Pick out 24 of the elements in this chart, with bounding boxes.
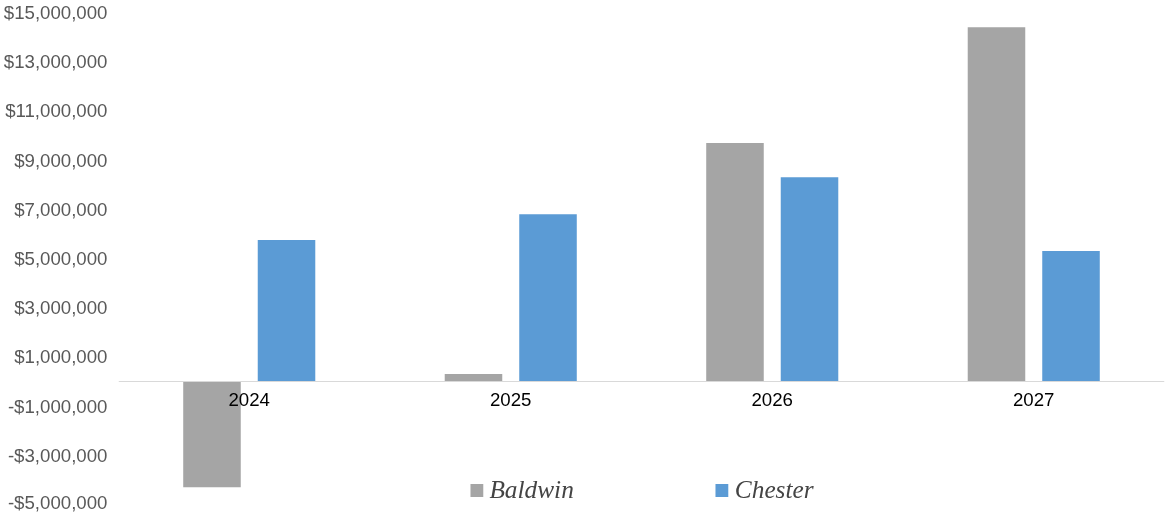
x-tick-label: 2026 xyxy=(751,388,794,410)
y-tick-label: $3,000,000 xyxy=(14,297,108,319)
y-tick-label: $15,000,000 xyxy=(3,2,108,23)
bar xyxy=(257,240,316,382)
y-tick-label: -$1,000,000 xyxy=(7,395,108,417)
y-tick-label: $7,000,000 xyxy=(14,198,108,220)
bar xyxy=(444,374,503,382)
y-tick-label: $9,000,000 xyxy=(14,149,108,171)
bar xyxy=(1042,251,1100,382)
y-tick-label: $5,000,000 xyxy=(14,248,108,269)
bar xyxy=(519,214,577,382)
y-tick-label: $11,000,000 xyxy=(5,100,108,122)
bar xyxy=(780,177,839,382)
y-tick-label: $13,000,000 xyxy=(3,51,108,73)
x-tick-label: 2025 xyxy=(490,388,532,410)
legend-label: Baldwin xyxy=(489,475,574,504)
y-tick-label: -$5,000,000 xyxy=(7,491,108,512)
x-tick-label: 2027 xyxy=(1013,388,1055,410)
y-tick-label: -$3,000,000 xyxy=(7,444,108,466)
bar xyxy=(967,27,1026,382)
bar xyxy=(706,142,764,382)
x-tick-label: 2024 xyxy=(228,388,271,410)
legend-label: Chester xyxy=(734,475,814,504)
y-tick-label: $1,000,000 xyxy=(14,346,108,368)
